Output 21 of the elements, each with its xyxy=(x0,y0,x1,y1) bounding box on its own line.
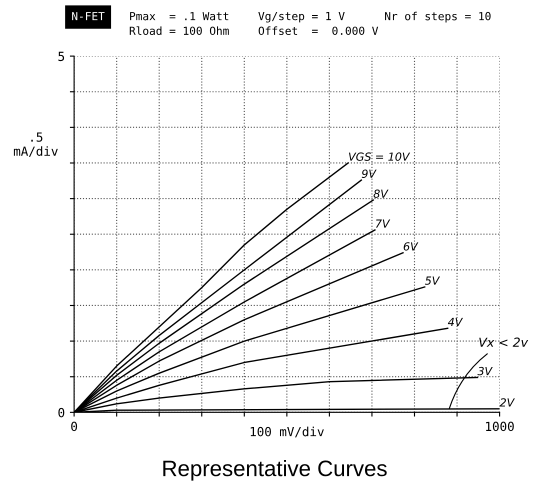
series-label: 5V xyxy=(424,276,440,285)
series-label: 8V xyxy=(374,189,389,198)
y-tick-label: 5 xyxy=(58,52,64,62)
text: N-FET xyxy=(72,12,105,20)
series-label: 6V xyxy=(404,242,418,251)
series-label: VGS = 10V xyxy=(348,152,410,161)
x-tick-label: 1000 xyxy=(486,422,514,432)
annotation: Vx < 2v xyxy=(479,338,528,347)
series-label: 2V xyxy=(500,398,515,406)
text: Nr of steps = 10 xyxy=(385,12,491,22)
series-label: 9V xyxy=(362,170,377,178)
series-label: 3V xyxy=(477,366,493,376)
series-label: 4V xyxy=(448,318,463,326)
text: Vg/step = 1 V xyxy=(258,12,345,22)
text: Representative Curves xyxy=(163,460,387,481)
series-label: 7V xyxy=(376,220,390,228)
text: Rload = 100 Ohm xyxy=(130,26,229,35)
y-axis-title: .5 mA/div xyxy=(14,132,58,157)
text: Offset = 0.000 V xyxy=(258,26,378,35)
text: Pmax = .1 Watt xyxy=(130,12,228,20)
x-axis-title: 100 mV/div xyxy=(250,426,324,438)
